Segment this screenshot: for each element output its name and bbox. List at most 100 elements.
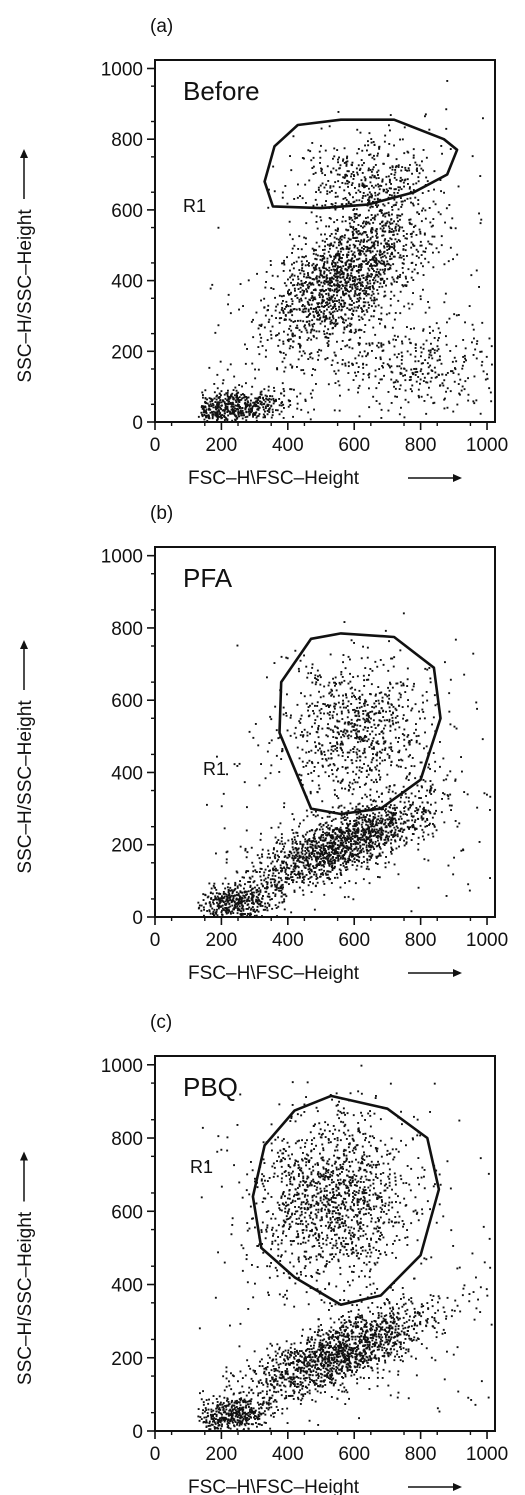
- scatter-point: [252, 415, 254, 418]
- scatter-point: [276, 275, 279, 278]
- x-tick-label: 800: [405, 435, 437, 456]
- scatter-point: [311, 142, 314, 144]
- scatter-point: [325, 857, 328, 860]
- scatter-point: [359, 845, 362, 847]
- scatter-point: [314, 171, 317, 174]
- scatter-point: [367, 849, 370, 852]
- scatter-point: [415, 163, 418, 166]
- scatter-point: [344, 197, 347, 199]
- scatter-point: [406, 237, 408, 240]
- scatter-point: [336, 837, 338, 840]
- scatter-point: [354, 279, 356, 281]
- scatter-point: [316, 281, 319, 284]
- scatter-point: [230, 894, 233, 897]
- scatter-point: [376, 835, 379, 838]
- scatter-point: [224, 887, 227, 890]
- scatter-point: [287, 292, 289, 295]
- scatter-point: [235, 396, 238, 399]
- scatter-point: [257, 327, 260, 330]
- scatter-point: [345, 281, 348, 284]
- scatter-point: [234, 404, 237, 407]
- scatter-point: [236, 871, 239, 874]
- scatter-point: [341, 823, 344, 825]
- scatter-point: [387, 340, 390, 343]
- scatter-point: [237, 405, 240, 408]
- scatter-point: [266, 906, 268, 909]
- scatter-point: [301, 857, 304, 860]
- scatter-point: [342, 321, 344, 324]
- scatter-point: [291, 838, 293, 841]
- scatter-point: [238, 905, 241, 908]
- scatter-point: [290, 871, 293, 873]
- scatter-point: [393, 173, 396, 176]
- scatter-point: [346, 247, 349, 250]
- scatter-point: [416, 371, 419, 373]
- scatter-point: [355, 374, 358, 377]
- scatter-point: [234, 386, 237, 389]
- scatter-point: [347, 361, 350, 364]
- scatter-point: [315, 191, 317, 193]
- scatter-point: [291, 876, 294, 878]
- scatter-point: [313, 408, 315, 411]
- scatter-point: [302, 304, 304, 306]
- scatter-point: [363, 225, 366, 228]
- scatter-point: [328, 842, 331, 845]
- scatter-point: [274, 879, 277, 882]
- scatter-point: [307, 149, 310, 152]
- scatter-point: [313, 871, 316, 873]
- scatter-point: [309, 331, 312, 334]
- scatter-point: [339, 851, 342, 854]
- scatter-point: [382, 251, 385, 254]
- scatter-point: [244, 847, 247, 850]
- scatter-point: [411, 803, 414, 806]
- scatter-point: [428, 242, 431, 245]
- scatter-point: [457, 383, 460, 385]
- scatter-point: [295, 881, 298, 883]
- scatter-point: [216, 413, 219, 416]
- scatter-point: [327, 283, 330, 286]
- scatter-point: [309, 881, 311, 883]
- scatter-point: [362, 195, 365, 197]
- scatter-point: [342, 299, 345, 302]
- scatter-point: [235, 415, 237, 418]
- scatter-point: [238, 909, 241, 912]
- scatter-point: [267, 399, 270, 401]
- scatter-point: [341, 270, 344, 273]
- scatter-point: [307, 274, 310, 276]
- scatter-point: [277, 858, 280, 861]
- scatter-point: [352, 729, 355, 731]
- scatter-point: [367, 807, 370, 809]
- scatter-point: [352, 302, 355, 304]
- scatter-point: [200, 411, 203, 414]
- scatter-point: [373, 218, 376, 221]
- scatter-point: [374, 275, 377, 278]
- scatter-point: [314, 837, 316, 840]
- scatter-point: [368, 319, 371, 322]
- scatter-point: [402, 230, 405, 232]
- scatter-point: [383, 245, 385, 248]
- scatter-point: [281, 401, 283, 403]
- scatter-point: [366, 859, 369, 861]
- scatter-point: [267, 876, 270, 879]
- scatter-point: [334, 264, 337, 267]
- scatter-point: [351, 161, 354, 164]
- scatter-point: [290, 319, 293, 322]
- scatter-point: [425, 156, 428, 159]
- scatter-point: [205, 416, 207, 419]
- scatter-point: [323, 859, 325, 862]
- scatter-point: [413, 327, 415, 330]
- scatter-point: [234, 906, 237, 909]
- scatter-point: [337, 852, 340, 855]
- scatter-point: [263, 306, 266, 309]
- scatter-point: [417, 388, 420, 391]
- scatter-point: [275, 886, 278, 889]
- scatter-point: [338, 409, 341, 412]
- scatter-point: [480, 364, 483, 367]
- scatter-point: [270, 416, 273, 419]
- scatter-point: [348, 238, 351, 241]
- scatter-point: [268, 905, 271, 907]
- scatter-point: [452, 410, 455, 413]
- scatter-point: [337, 848, 340, 850]
- scatter-point: [261, 915, 263, 917]
- scatter-point: [329, 235, 332, 237]
